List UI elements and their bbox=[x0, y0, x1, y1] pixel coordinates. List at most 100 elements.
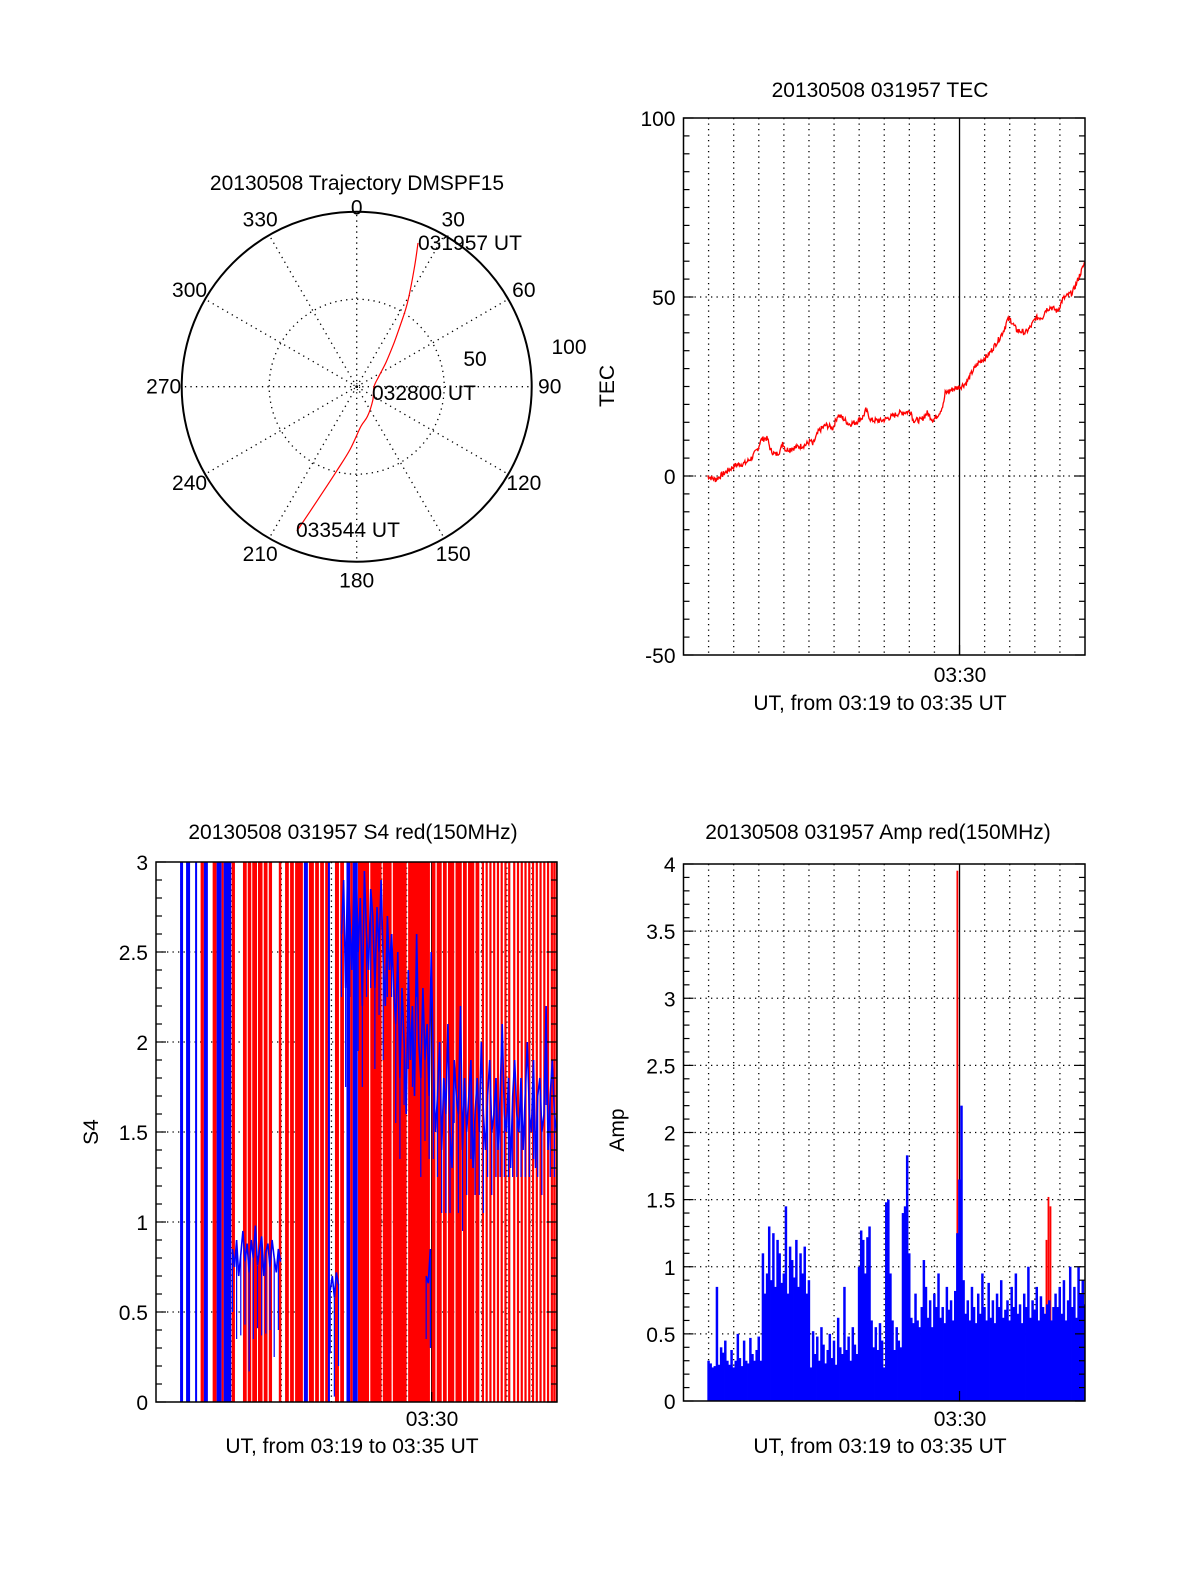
amp-blue-bar bbox=[721, 1352, 725, 1401]
s4-column-red bbox=[252, 862, 258, 1402]
amp-blue-bar bbox=[839, 1347, 842, 1401]
s4-column-red bbox=[212, 862, 217, 1402]
amp-blue-bar bbox=[795, 1239, 798, 1401]
amp-blue-bar bbox=[958, 1179, 961, 1401]
amp-blue-bar bbox=[1022, 1293, 1026, 1401]
s4-column-red bbox=[263, 862, 268, 1402]
amp-blue-bar bbox=[770, 1280, 773, 1401]
amp-blue-bar bbox=[976, 1293, 980, 1401]
amp-blue-bar bbox=[859, 1230, 863, 1401]
amp-blue-bar bbox=[1004, 1309, 1007, 1401]
tec-title: 20130508 031957 TEC bbox=[772, 79, 989, 102]
polar-title: 20130508 Trajectory DMSPF15 bbox=[210, 172, 504, 195]
amp-blue-bar bbox=[780, 1282, 783, 1401]
s4-column-blue bbox=[327, 862, 330, 1402]
amp-blue-bar bbox=[968, 1320, 972, 1401]
amp-blue-bar bbox=[997, 1307, 1001, 1401]
polar-outer-ring bbox=[180, 210, 533, 563]
amp-y-tick-label: 4 bbox=[664, 854, 676, 877]
amp-y-tick-label: 2.5 bbox=[646, 1055, 675, 1078]
s4-y-tick-label: 1 bbox=[136, 1212, 148, 1235]
amp-blue-bar bbox=[732, 1367, 735, 1401]
polar-azimuth-label: 90 bbox=[538, 376, 561, 399]
amp-blue-bar bbox=[1066, 1300, 1070, 1401]
s4-column-red bbox=[231, 862, 235, 1402]
amp-blue-bar bbox=[799, 1253, 802, 1401]
amp-blue-bar bbox=[740, 1366, 744, 1401]
amp-blue-bar bbox=[736, 1333, 740, 1401]
amp-blue-bar bbox=[887, 1199, 890, 1401]
amp-blue-bar bbox=[847, 1336, 850, 1401]
amp-blue-bar bbox=[912, 1323, 915, 1401]
s4-thin-red-line bbox=[493, 862, 496, 1402]
s4-thin-red-line bbox=[500, 862, 503, 1402]
amp-blue-bar bbox=[933, 1293, 936, 1401]
amp-blue-bar bbox=[922, 1260, 926, 1401]
amp-blue-bar bbox=[776, 1239, 779, 1401]
amp-blue-bar bbox=[1002, 1317, 1005, 1401]
amp-blue-bar bbox=[767, 1226, 771, 1401]
amp-x-axis-label: UT, from 03:19 to 03:35 UT bbox=[753, 1435, 1006, 1458]
s4-y-axis-label: S4 bbox=[80, 1119, 103, 1145]
amp-blue-bar bbox=[759, 1360, 763, 1401]
polar-center-mark bbox=[353, 383, 361, 391]
amp-blue-bar bbox=[1058, 1286, 1062, 1401]
amp-blue-bar bbox=[813, 1354, 817, 1401]
amp-blue-bar bbox=[872, 1347, 875, 1401]
amp-blue-bar bbox=[828, 1333, 832, 1401]
trajectory-start-label: 031957 UT bbox=[418, 232, 522, 255]
amp-title: 20130508 031957 Amp red(150MHz) bbox=[705, 821, 1051, 844]
s4-column-red bbox=[350, 862, 353, 1402]
amp-blue-bar bbox=[1031, 1300, 1034, 1401]
s4-y-tick-label: 2 bbox=[136, 1032, 148, 1055]
amp-blue-bar bbox=[918, 1327, 921, 1401]
amp-blue-bar bbox=[985, 1320, 988, 1401]
amp-blue-bar bbox=[989, 1317, 993, 1401]
polar-azimuth-label: 180 bbox=[339, 570, 374, 593]
polar-spoke bbox=[356, 298, 509, 388]
amp-blue-bar bbox=[809, 1367, 813, 1401]
amp-blue-bar bbox=[1014, 1273, 1018, 1401]
amp-y-tick-label: 0 bbox=[664, 1391, 676, 1414]
polar-radial-label-50: 50 bbox=[463, 348, 486, 371]
polar-azimuth-label: 300 bbox=[172, 279, 207, 302]
s4-column-red bbox=[242, 862, 247, 1402]
amp-blue-bar bbox=[1073, 1286, 1076, 1401]
amp-blue-bar bbox=[889, 1273, 892, 1401]
s4-column-red bbox=[295, 862, 303, 1402]
amp-blue-bar bbox=[797, 1286, 800, 1401]
amp-blue-bar bbox=[851, 1327, 855, 1401]
trajectory-polar-panel: 20130508 Trajectory DMSPF15 0 30 60 90 120 15… bbox=[146, 172, 586, 593]
s4-y-tick-labels: 0 0.5 1 1.5 2 2.5 3 bbox=[119, 852, 148, 1415]
tec-y-tick-labels: -50 0 50 100 bbox=[640, 108, 675, 668]
s4-column-blue bbox=[180, 862, 184, 1402]
amp-blue-bar bbox=[761, 1253, 765, 1401]
amp-blue-bar bbox=[1025, 1307, 1028, 1401]
amp-y-tick-label: 3.5 bbox=[646, 921, 675, 944]
amp-blue-bar bbox=[816, 1336, 819, 1401]
amp-blue-bar bbox=[926, 1317, 930, 1401]
amp-blue-bar bbox=[1048, 1300, 1051, 1401]
amp-blue-bar bbox=[1052, 1307, 1055, 1401]
amp-blue-bar bbox=[820, 1327, 823, 1401]
s4-column-red bbox=[247, 862, 252, 1402]
s4-blue-line bbox=[425, 1248, 432, 1284]
s4-axes bbox=[155, 861, 558, 1403]
amp-blue-bar bbox=[956, 1233, 959, 1401]
amp-blue-bar bbox=[966, 1300, 970, 1401]
tec-y-tick-label: -50 bbox=[645, 645, 675, 668]
amp-blue-bar bbox=[1012, 1307, 1016, 1401]
s4-column-red bbox=[370, 862, 382, 1402]
amp-blue-bar bbox=[1050, 1320, 1053, 1401]
amp-blue-bar bbox=[755, 1349, 758, 1401]
amp-blue-bar bbox=[960, 1105, 963, 1401]
amp-panel: 20130508 031957 Amp red(150MHz) 0 0.5 1 1.5… bbox=[606, 821, 1086, 1458]
amp-x-tick-label: 03:30 bbox=[934, 1408, 987, 1431]
s4-column-blue bbox=[186, 862, 191, 1402]
amp-blue-bar bbox=[807, 1280, 811, 1401]
amp-blue-bar bbox=[981, 1273, 984, 1401]
s4-column-blue bbox=[352, 862, 358, 1402]
amp-blue-bar bbox=[970, 1286, 974, 1401]
amp-blue-bar bbox=[830, 1358, 834, 1401]
amp-blue-bar bbox=[753, 1360, 756, 1401]
